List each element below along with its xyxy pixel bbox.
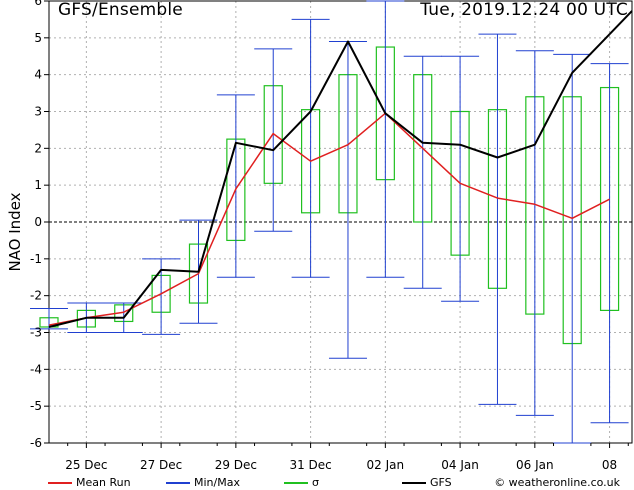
- y-tick-label: -2: [30, 289, 42, 303]
- minmax-bars: [30, 0, 629, 444]
- legend-swatch-sigma: [284, 482, 308, 484]
- y-axis-label: NAO Index: [6, 192, 24, 271]
- y-tick-label: -6: [30, 436, 42, 450]
- y-tick-label: -1: [30, 252, 42, 266]
- legend-label: σ: [312, 476, 319, 489]
- x-axis-ticks: 25 Dec 27 Dec 29 Dec 31 Dec 02 Jan 04 Jan 06 J…: [65, 443, 629, 472]
- legend-label: Min/Max: [194, 476, 240, 489]
- legend-swatch-minmax: [166, 482, 190, 484]
- legend-item-minmax: Min/Max: [166, 476, 240, 489]
- run-datetime: Tue, 2019.12.24 00 UTC: [420, 0, 628, 20]
- legend-label: Mean Run: [76, 476, 131, 489]
- y-tick-label: 1: [34, 178, 42, 192]
- x-tick-label: 31 Dec: [289, 458, 331, 472]
- x-tick-label: 02 Jan: [367, 458, 405, 472]
- x-tick-label: 04 Jan: [441, 458, 479, 472]
- mean-run-line: [48, 112, 610, 326]
- sigma-boxes: [39, 46, 620, 345]
- y-tick-label: 2: [34, 141, 42, 155]
- y-tick-label: -5: [30, 399, 42, 413]
- x-tick-label: 27 Dec: [140, 458, 182, 472]
- series-lines: [48, 10, 633, 328]
- legend-item-gfs: GFS: [402, 476, 452, 489]
- y-tick-label: 5: [34, 31, 42, 45]
- y-tick-label: -3: [30, 326, 42, 340]
- gfs-line-extension: [608, 10, 633, 35]
- y-tick-label: 4: [34, 68, 42, 82]
- x-tick-label: 06 Jan: [516, 458, 554, 472]
- y-tick-label: 6: [34, 0, 42, 8]
- legend: Mean Run Min/Max σ GFS © weatheronline.c…: [0, 476, 634, 490]
- chart-title: GFS/Ensemble: [58, 0, 183, 20]
- x-tick-label: 29 Dec: [215, 458, 257, 472]
- legend-swatch-gfs: [402, 482, 426, 484]
- legend-item-sigma: σ: [284, 476, 319, 489]
- legend-swatch-mean-run: [48, 482, 72, 484]
- x-tick-label: 25 Dec: [65, 458, 107, 472]
- x-tick-label: 08: [602, 458, 617, 472]
- legend-item-mean-run: Mean Run: [48, 476, 131, 489]
- y-tick-label: 0: [34, 215, 42, 229]
- y-axis-ticks: -6 -5 -4 -3 -2 -1 0 1 2 3 4 5 6: [30, 0, 49, 450]
- legend-label: GFS: [430, 476, 452, 489]
- y-tick-label: -4: [30, 362, 42, 376]
- gfs-line: [48, 33, 611, 328]
- credit-text: © weatheronline.co.uk: [494, 476, 620, 489]
- grid: [49, 1, 632, 443]
- y-tick-label: 3: [34, 105, 42, 119]
